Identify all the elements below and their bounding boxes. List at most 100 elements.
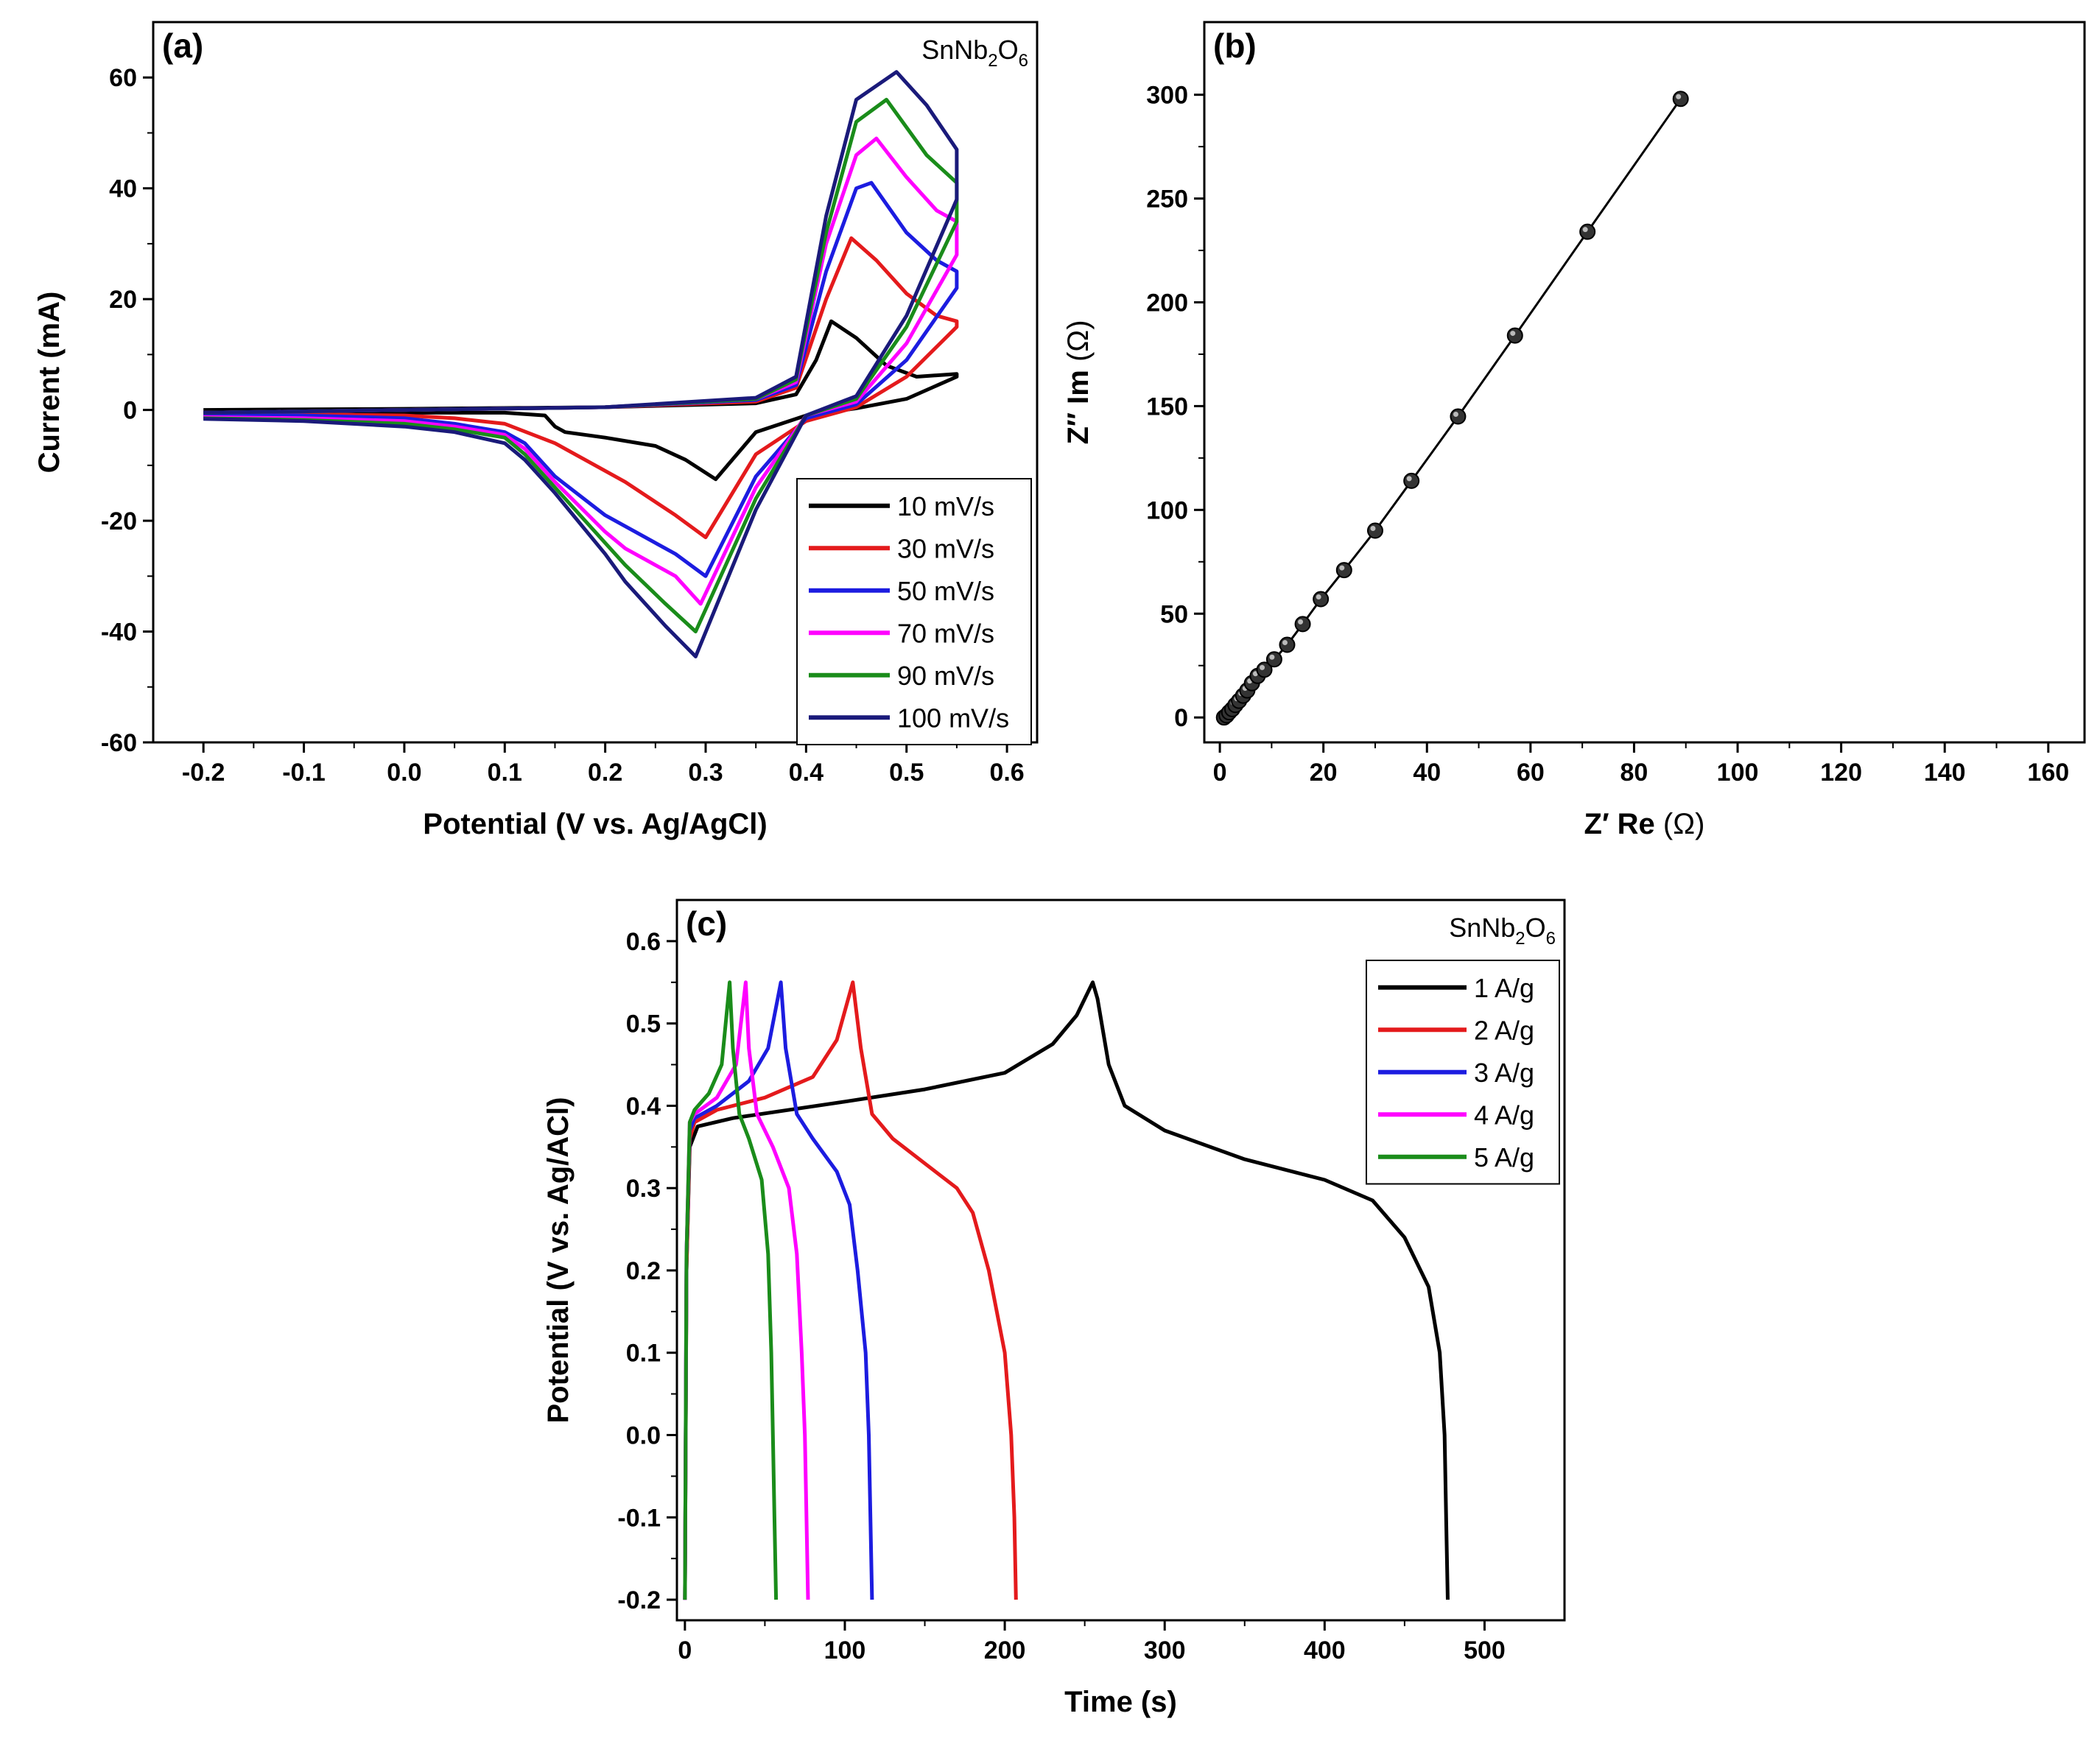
data-point bbox=[1294, 616, 1311, 633]
y-tick-label: 300 bbox=[1146, 82, 1188, 110]
x-tick-label: 0.4 bbox=[789, 759, 824, 787]
y-tick-label: 0.2 bbox=[626, 1257, 661, 1285]
x-axis-title: Time (s) bbox=[1064, 1686, 1177, 1718]
y-tick-label: 60 bbox=[109, 64, 137, 92]
data-point bbox=[1335, 562, 1352, 579]
series-line bbox=[683, 980, 779, 1600]
chart-panel-0: -0.2 -0.1 0.0 0.1 0.2 0.3 0.4 0.5 0.6 -60 -40 -20 0 2… bbox=[33, 21, 1039, 840]
x-tick-label: 0.1 bbox=[488, 759, 522, 787]
data-point bbox=[1279, 636, 1296, 653]
data-point-highlight bbox=[1510, 331, 1516, 337]
x-tick-label: 0.6 bbox=[989, 759, 1024, 787]
panel-label: (b) bbox=[1213, 27, 1257, 65]
x-axis-title: Potential (V vs. Ag/AgCl) bbox=[423, 808, 767, 840]
legend-label: 10 mV/s bbox=[897, 491, 994, 521]
data-point bbox=[1450, 408, 1467, 425]
material-label: SnNb2O6 bbox=[1449, 913, 1556, 949]
y-tick-label: 0 bbox=[1174, 704, 1188, 732]
y-axis-title: Potential (V vs. Ag/ACl) bbox=[542, 1097, 575, 1423]
legend-label: 30 mV/s bbox=[897, 533, 994, 563]
data-point-highlight bbox=[1370, 526, 1376, 532]
legend-box bbox=[796, 478, 1032, 745]
legend-label: 70 mV/s bbox=[897, 618, 994, 648]
x-tick-label: 0.5 bbox=[889, 759, 924, 787]
y-tick-label: 0.1 bbox=[626, 1340, 661, 1368]
x-tick-label: -0.1 bbox=[282, 759, 326, 787]
data-point-highlight bbox=[1406, 476, 1412, 482]
data-point-highlight bbox=[1260, 664, 1265, 670]
x-tick-label: 400 bbox=[1304, 1636, 1346, 1664]
y-tick-label: -0.2 bbox=[617, 1586, 661, 1614]
y-tick-label: -20 bbox=[101, 507, 137, 535]
data-point bbox=[1506, 327, 1523, 344]
x-tick-label: 0.2 bbox=[588, 759, 622, 787]
y-axis-title: Z″ Im (Ω) bbox=[1062, 320, 1095, 444]
x-tick-label: 120 bbox=[1820, 759, 1862, 787]
data-point-highlight bbox=[1676, 94, 1682, 99]
legend-label: 5 A/g bbox=[1474, 1142, 1534, 1172]
series-line bbox=[683, 980, 1018, 1600]
y-tick-label: 40 bbox=[109, 175, 137, 203]
y-tick-label: 250 bbox=[1146, 186, 1188, 214]
plot-frame bbox=[1203, 21, 2086, 744]
y-tick-label: 0.5 bbox=[626, 1010, 661, 1038]
y-tick-label: 100 bbox=[1146, 496, 1188, 524]
data-point-highlight bbox=[1298, 619, 1304, 625]
legend-label: 50 mV/s bbox=[897, 576, 994, 606]
data-point-highlight bbox=[1282, 640, 1288, 646]
series-line bbox=[1223, 98, 1682, 719]
y-tick-label: 50 bbox=[1160, 600, 1188, 628]
x-tick-label: 40 bbox=[1413, 759, 1441, 787]
data-point bbox=[1579, 223, 1596, 240]
x-tick-label: 300 bbox=[1144, 1636, 1186, 1664]
x-tick-label: 100 bbox=[824, 1636, 866, 1664]
y-tick-label: 0 bbox=[123, 397, 137, 425]
y-tick-label: 0.3 bbox=[626, 1175, 661, 1203]
y-tick-label: -40 bbox=[101, 619, 137, 647]
chart-panel-1: 0 20 40 60 80 100 120 140 160 0 50 100 150 200 250 300 Z… bbox=[1062, 21, 2086, 840]
x-axis-title: Z′ Re (Ω) bbox=[1584, 808, 1705, 840]
chart-panel-2: 0 100 200 300 400 500 -0.2 -0.1 0.0 0.1 0.2 0.3 0.4 0… bbox=[542, 899, 1566, 1718]
legend-label: 100 mV/s bbox=[897, 703, 1009, 733]
y-tick-label: 150 bbox=[1146, 393, 1188, 421]
y-axis-title: Current (mA) bbox=[33, 292, 66, 474]
y-tick-label: 0.0 bbox=[626, 1422, 661, 1450]
y-tick-label: 0.6 bbox=[626, 928, 661, 956]
data-point-highlight bbox=[1316, 594, 1321, 600]
legend-label: 1 A/g bbox=[1474, 973, 1534, 1003]
panel-label: (c) bbox=[686, 904, 727, 943]
legend-label: 4 A/g bbox=[1474, 1100, 1534, 1130]
x-tick-label: 60 bbox=[1517, 759, 1545, 787]
x-tick-label: 0.3 bbox=[688, 759, 723, 787]
x-tick-label: -0.2 bbox=[182, 759, 225, 787]
legend-label: 3 A/g bbox=[1474, 1058, 1534, 1088]
data-point-highlight bbox=[1582, 227, 1588, 233]
material-label: SnNb2O6 bbox=[921, 35, 1028, 71]
plot-frame bbox=[675, 899, 1566, 1622]
series-line bbox=[683, 980, 1450, 1600]
series-line bbox=[203, 236, 959, 540]
plot-frame bbox=[152, 21, 1039, 744]
series-line bbox=[203, 70, 959, 658]
legend-label: 90 mV/s bbox=[897, 661, 994, 691]
panel-label: (a) bbox=[162, 27, 203, 65]
x-tick-label: 0 bbox=[1213, 759, 1227, 787]
x-tick-label: 0 bbox=[678, 1636, 692, 1664]
data-point bbox=[1366, 522, 1383, 539]
y-tick-label: -60 bbox=[101, 729, 137, 757]
data-point bbox=[1313, 591, 1330, 608]
x-tick-label: 500 bbox=[1464, 1636, 1506, 1664]
data-point bbox=[1672, 91, 1689, 108]
y-tick-label: 0.4 bbox=[626, 1092, 661, 1120]
x-tick-label: 0.0 bbox=[387, 759, 421, 787]
data-point bbox=[1403, 472, 1420, 489]
y-tick-label: 200 bbox=[1146, 289, 1188, 317]
x-tick-label: 160 bbox=[2027, 759, 2069, 787]
x-tick-label: 100 bbox=[1717, 759, 1759, 787]
x-tick-label: 200 bbox=[984, 1636, 1026, 1664]
x-tick-label: 20 bbox=[1310, 759, 1338, 787]
data-point-highlight bbox=[1252, 671, 1258, 677]
x-tick-label: 140 bbox=[1924, 759, 1966, 787]
legend-label: 2 A/g bbox=[1474, 1015, 1534, 1045]
